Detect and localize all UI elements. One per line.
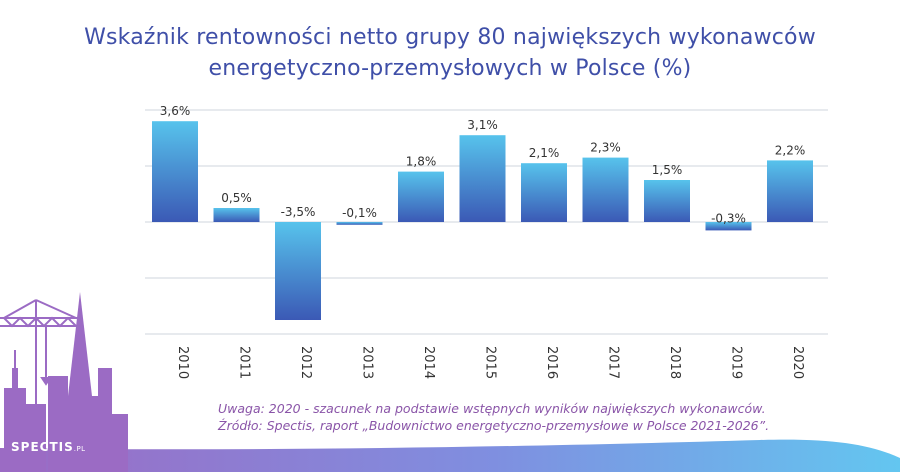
bar-2019: [705, 222, 752, 231]
value-label-2020: 2,2%: [775, 143, 806, 157]
x-tick-2020: 2020: [790, 346, 805, 379]
bar-2012: [275, 222, 321, 320]
x-tick-labels: 2010 2011 2012 2013 2014 2015 2016 2017 2018 2019…: [175, 346, 805, 379]
bar-2017: [582, 157, 629, 222]
bar-2010: [152, 121, 198, 222]
x-tick-2013: 2013: [360, 346, 375, 379]
x-tick-2017: 2017: [606, 346, 621, 379]
x-tick-2015: 2015: [483, 346, 498, 379]
value-label-2017: 2,3%: [590, 141, 621, 155]
spectis-logo: SPECTIS.PL: [11, 440, 86, 454]
bar-2016: [521, 163, 567, 222]
crane-icon: [0, 299, 78, 472]
x-tick-2016: 2016: [544, 346, 559, 379]
bar-2014: [398, 171, 444, 222]
value-label-2010: 3,6%: [160, 104, 191, 118]
x-tick-2012: 2012: [298, 346, 313, 379]
value-label-2012: -3,5%: [281, 205, 316, 219]
chart-title-line-1: Wskaźnik rentowności netto grupy 80 najw…: [84, 25, 816, 50]
bar-2020: [767, 160, 813, 222]
value-labels: 3,6% 0,5% -3,5% -0,1% 1,8% 3,1% 2,1% 2,3% 1,5% -0…: [160, 104, 806, 225]
x-tick-2018: 2018: [667, 346, 682, 379]
chart-title-line-2: energetyczno-przemysłowych w Polsce (%): [208, 56, 692, 81]
bar-2018: [644, 180, 690, 222]
buildings-icon: [4, 292, 128, 472]
footnote-source: Źródło: Spectis, raport „Budownictwo ene…: [218, 418, 770, 433]
x-tick-2019: 2019: [729, 346, 744, 379]
footnote: Uwaga: 2020 - szacunek na podstawie wstę…: [218, 400, 769, 434]
brand-suffix: .PL: [73, 445, 86, 453]
value-label-2016: 2,1%: [529, 146, 560, 160]
value-label-2018: 1,5%: [652, 163, 683, 177]
bar-2011: [213, 208, 260, 222]
chart-title: Wskaźnik rentowności netto grupy 80 najw…: [0, 22, 900, 84]
bottom-swoosh: [0, 439, 900, 472]
value-label-2019: -0,3%: [711, 211, 746, 225]
x-tick-2010: 2010: [175, 346, 190, 379]
brand-name: SPECTIS: [11, 440, 74, 454]
bar-2015: [459, 135, 506, 222]
value-label-2014: 1,8%: [406, 155, 437, 169]
bar-2013: [336, 222, 383, 225]
footnote-note: Uwaga: 2020 - szacunek na podstawie wstę…: [218, 401, 766, 416]
value-label-2013: -0,1%: [342, 206, 377, 220]
x-tick-2011: 2011: [237, 346, 252, 379]
value-label-2015: 3,1%: [467, 118, 498, 132]
value-label-2011: 0,5%: [221, 191, 252, 205]
bars: [152, 121, 813, 320]
x-tick-2014: 2014: [421, 346, 436, 379]
